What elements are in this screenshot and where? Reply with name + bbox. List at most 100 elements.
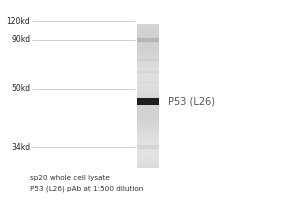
Bar xyxy=(137,133,159,134)
Bar xyxy=(137,29,159,30)
Text: sp20 whole cell lysate: sp20 whole cell lysate xyxy=(31,175,110,181)
Bar xyxy=(137,107,159,108)
Bar xyxy=(137,30,159,31)
Bar xyxy=(137,63,159,65)
Bar xyxy=(137,95,159,96)
Bar xyxy=(137,146,159,148)
Bar xyxy=(137,117,159,119)
Bar xyxy=(137,105,159,107)
Bar xyxy=(137,36,159,37)
Bar xyxy=(137,73,159,74)
Bar xyxy=(137,25,159,26)
Bar xyxy=(137,42,159,43)
Bar xyxy=(137,85,159,86)
Bar xyxy=(137,140,159,142)
Text: 34kd: 34kd xyxy=(11,142,31,152)
Bar xyxy=(137,110,159,112)
Bar xyxy=(137,116,159,118)
Bar xyxy=(137,111,159,113)
Bar xyxy=(137,155,159,156)
Bar xyxy=(137,97,159,98)
Bar xyxy=(137,139,159,140)
Bar xyxy=(137,50,159,52)
Bar xyxy=(137,108,159,109)
Bar xyxy=(137,149,159,150)
Bar xyxy=(137,159,159,161)
Bar xyxy=(137,121,159,122)
Bar xyxy=(137,144,159,145)
Bar xyxy=(137,80,159,82)
Bar xyxy=(137,99,159,101)
Bar xyxy=(137,78,159,79)
Text: 120kd: 120kd xyxy=(7,17,31,25)
Bar xyxy=(137,48,159,49)
Bar xyxy=(137,129,159,131)
Bar xyxy=(137,128,159,130)
Bar xyxy=(137,135,159,137)
Bar xyxy=(137,101,159,102)
Bar xyxy=(137,161,159,162)
Bar xyxy=(137,89,159,90)
Bar xyxy=(137,60,159,61)
Bar xyxy=(137,71,159,73)
Bar xyxy=(137,68,159,70)
Bar xyxy=(137,75,159,77)
Bar xyxy=(137,83,159,84)
Bar xyxy=(137,165,159,167)
Bar xyxy=(137,123,159,125)
Bar xyxy=(137,115,159,116)
Bar xyxy=(137,132,159,133)
Bar xyxy=(137,162,159,163)
Bar xyxy=(137,158,159,160)
Bar xyxy=(137,65,159,66)
Bar xyxy=(137,56,159,58)
Bar xyxy=(137,137,159,138)
Bar xyxy=(137,91,159,92)
Bar xyxy=(137,113,159,114)
Bar xyxy=(137,127,159,128)
Bar xyxy=(137,32,159,34)
Bar xyxy=(137,72,159,73)
Bar xyxy=(137,151,159,152)
Bar xyxy=(137,39,159,41)
Bar xyxy=(137,57,159,59)
Bar xyxy=(137,77,159,78)
Bar xyxy=(137,24,159,25)
Bar xyxy=(137,51,159,53)
Bar xyxy=(137,141,159,143)
Bar xyxy=(137,150,159,151)
Bar xyxy=(137,164,159,166)
Bar xyxy=(137,167,159,168)
Bar xyxy=(137,156,159,157)
Bar xyxy=(137,69,159,71)
Bar xyxy=(137,54,159,55)
Bar xyxy=(137,53,159,54)
Bar xyxy=(137,125,159,126)
Text: 90kd: 90kd xyxy=(11,36,31,45)
Bar xyxy=(137,92,159,94)
Bar xyxy=(137,98,159,105)
Bar xyxy=(137,143,159,144)
Bar xyxy=(137,90,159,91)
Bar xyxy=(137,103,159,104)
Bar xyxy=(137,45,159,47)
Bar xyxy=(137,87,159,89)
Bar xyxy=(137,163,159,164)
Bar xyxy=(137,96,159,97)
Bar xyxy=(137,134,159,136)
Bar xyxy=(137,67,159,68)
Bar xyxy=(137,98,159,100)
Bar xyxy=(137,102,159,103)
Bar xyxy=(137,59,159,60)
Bar xyxy=(137,104,159,106)
Bar xyxy=(137,79,159,80)
Bar xyxy=(137,62,159,64)
Bar xyxy=(137,138,159,139)
Bar xyxy=(137,71,159,72)
Bar xyxy=(137,47,159,48)
Bar xyxy=(137,131,159,132)
Bar xyxy=(137,27,159,29)
Bar xyxy=(137,61,159,62)
Bar xyxy=(137,114,159,115)
Bar xyxy=(137,38,159,42)
